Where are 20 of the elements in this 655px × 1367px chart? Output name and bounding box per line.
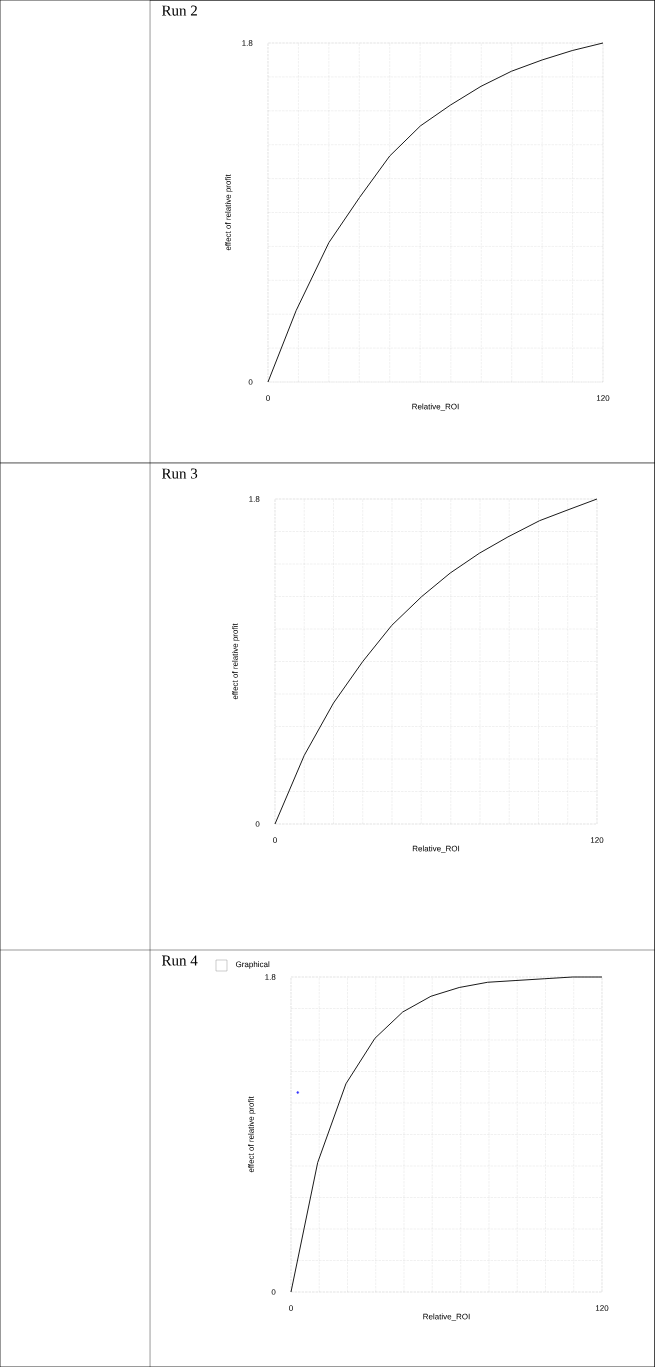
y-axis-title: effect of relative profit	[225, 174, 233, 251]
x-axis-title: Relative_ROI	[412, 403, 459, 411]
chart-title: Run 4	[161, 955, 198, 966]
x-tick-label: 120	[596, 395, 610, 401]
x-axis-title: Relative_ROI	[412, 845, 460, 853]
line-series	[267, 42, 604, 383]
x-axis-title: Relative_ROI	[423, 1313, 470, 1321]
text: Graphical	[235, 961, 270, 969]
line-series	[290, 976, 603, 1293]
y-tick-label: 1.8	[242, 40, 253, 46]
chart-title: Run 2	[161, 5, 197, 16]
line-series	[274, 498, 598, 825]
chart-title: Run 3	[161, 468, 198, 479]
y-tick-label: 1.8	[265, 974, 276, 980]
y-tick-label: 1.8	[249, 496, 260, 502]
x-tick-label: 120	[590, 837, 604, 843]
y-axis-title: effect of relative profit	[232, 623, 240, 700]
y-tick-label: 0	[248, 379, 253, 385]
y-axis-title: effect of relative profit	[248, 1096, 256, 1173]
x-tick-label: 120	[595, 1305, 609, 1311]
